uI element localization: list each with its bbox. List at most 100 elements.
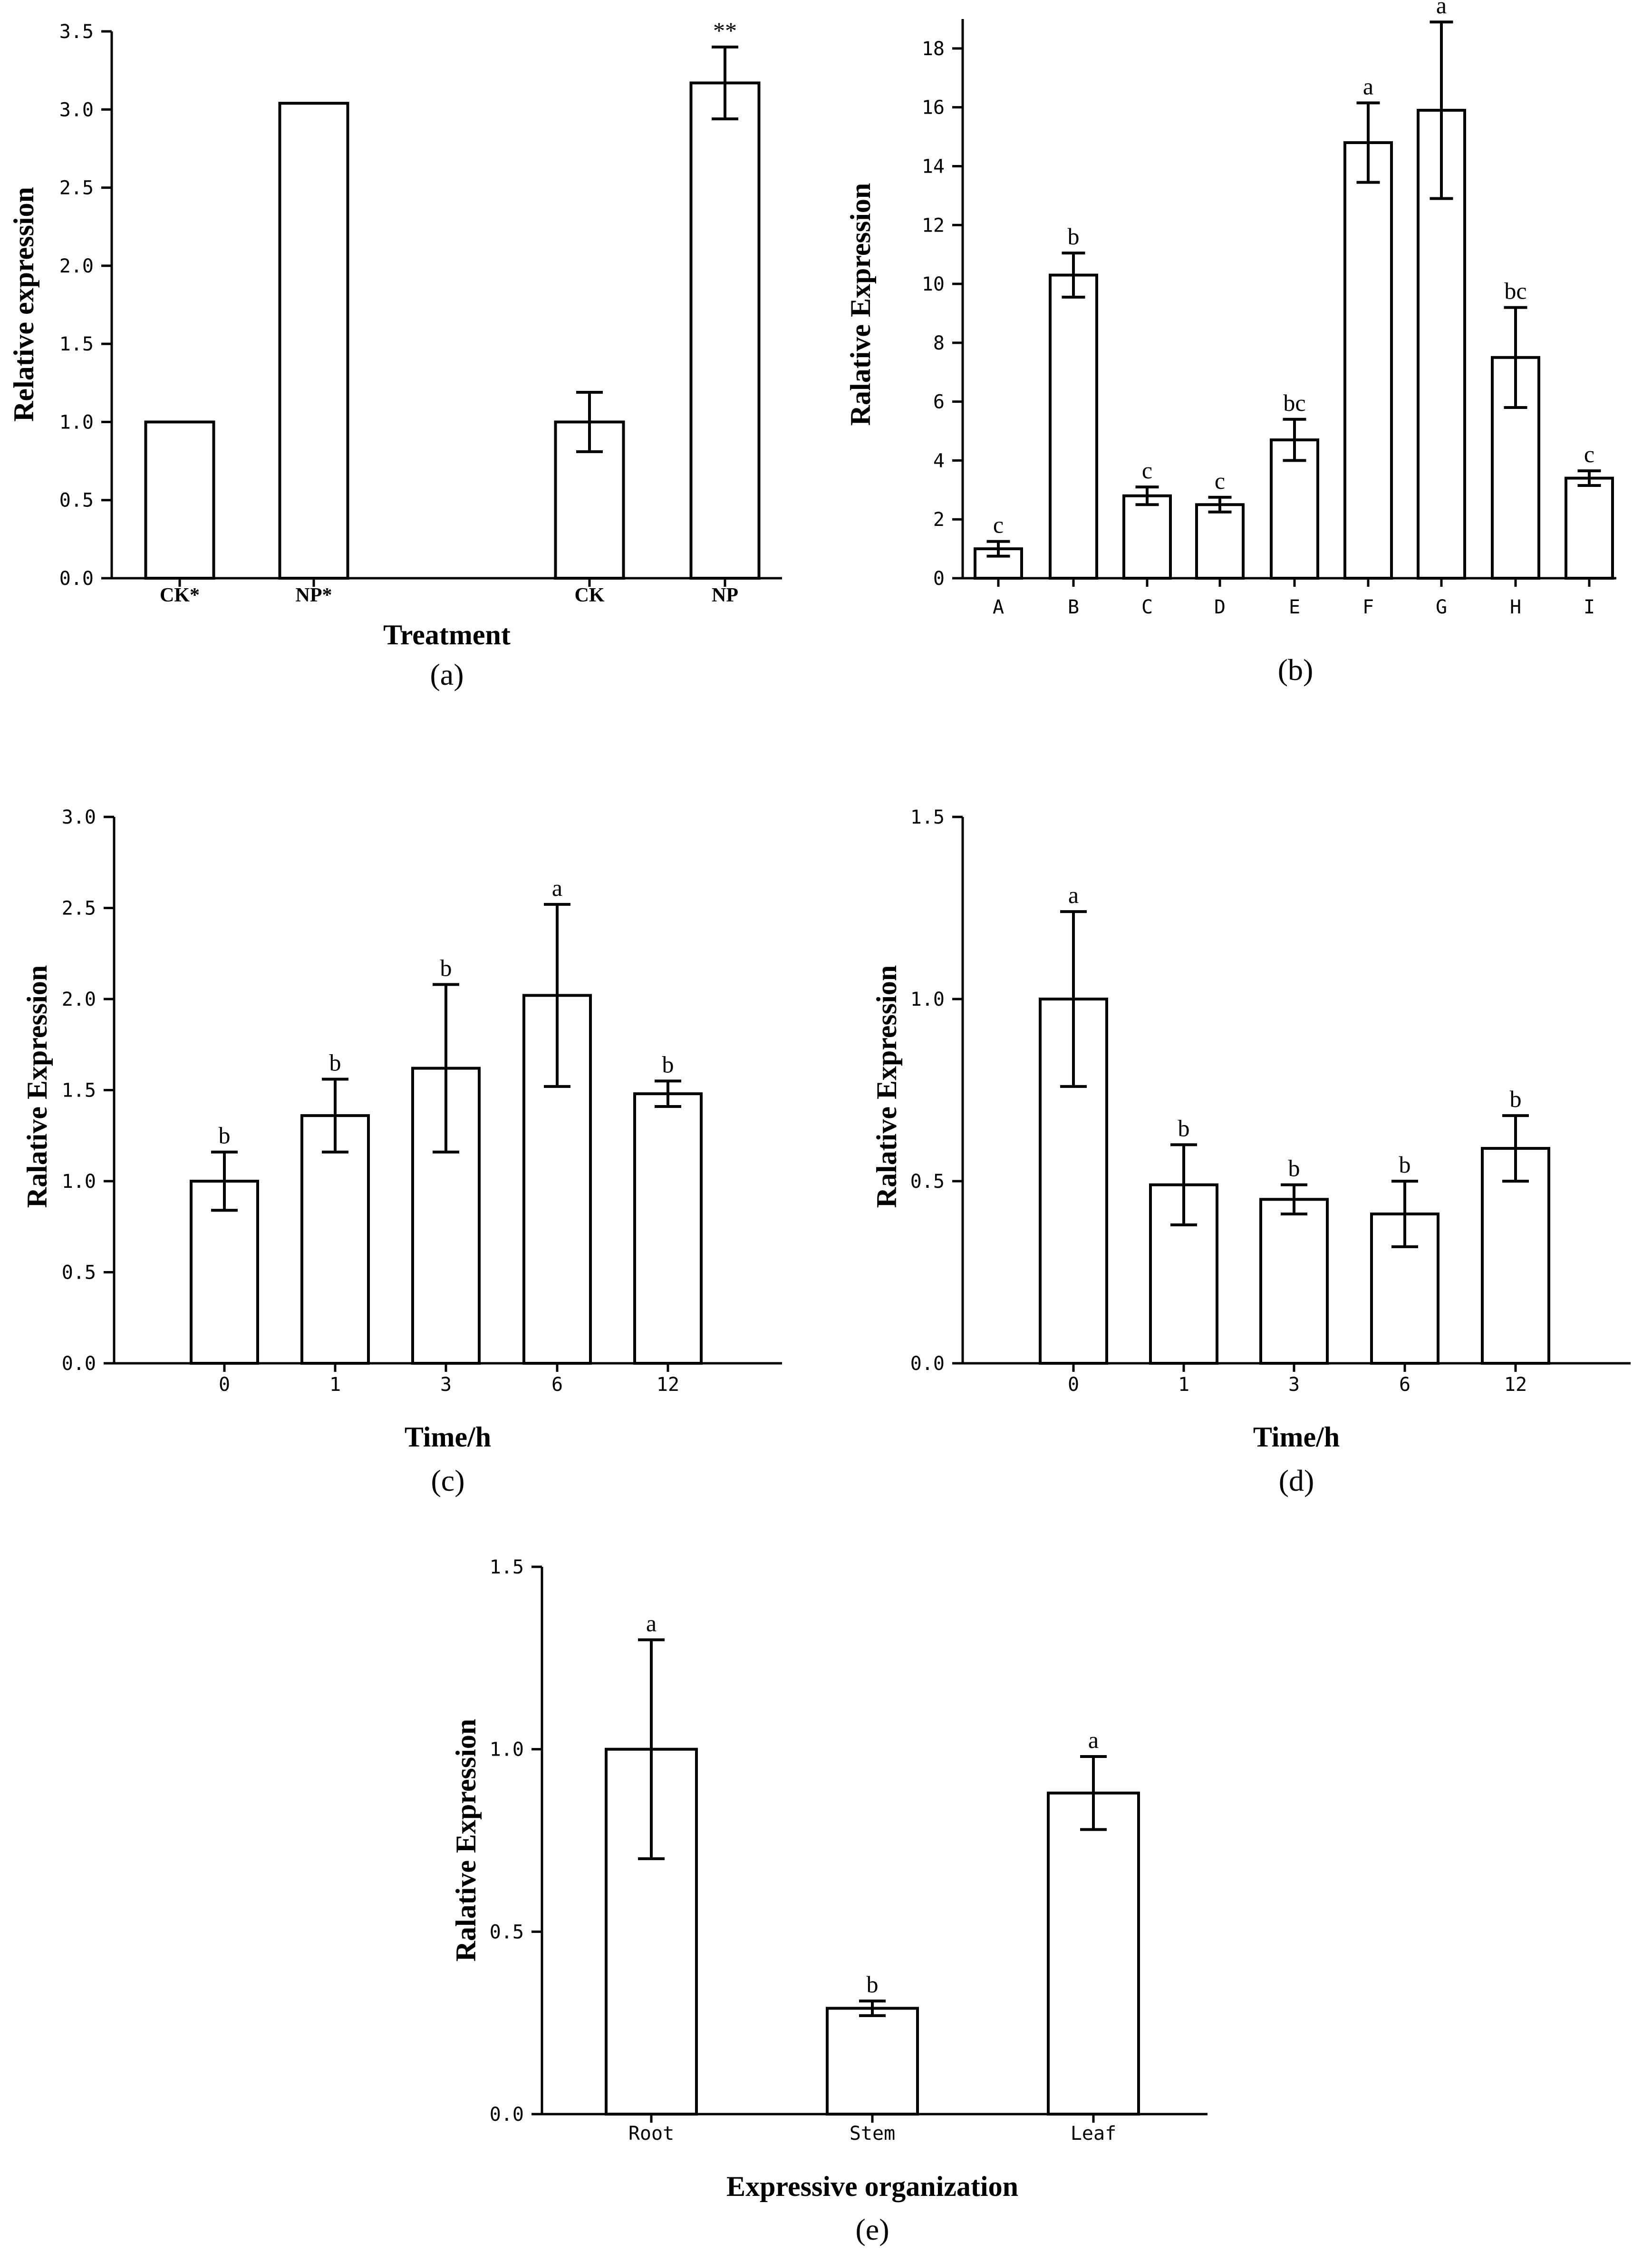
x-axis-label: Time/h [405, 1421, 491, 1453]
panel-label: (b) [1278, 653, 1314, 687]
x-tick-label: 3 [1288, 1374, 1300, 1396]
bar [633, 1092, 703, 1365]
y-tick-label: 0.0 [490, 2104, 524, 2126]
chart-b: 0 2 4 6 8 10 12 14 16 18 Ac Bb Cc Dc Ebc Fa Ga Hbc Ic Ralat… [845, 0, 1616, 687]
y-tick-label: 1.5 [910, 806, 945, 828]
y-tick-label: 2 [933, 509, 945, 531]
bar [1481, 1147, 1550, 1365]
bar [1259, 1198, 1329, 1365]
x-tick-label: NP [712, 584, 738, 606]
panel-label: (c) [431, 1464, 464, 1497]
bar [1565, 476, 1614, 580]
y-tick-label: 3.0 [62, 806, 96, 828]
bar [689, 81, 761, 580]
chart-d: 0.0 0.5 1.0 1.5 0 a 1 b 3 b 6 b 12 b Ralative Expressi… [871, 806, 1631, 1497]
y-tick-label: 12 [922, 214, 945, 236]
significance-label: b [1288, 1155, 1300, 1182]
x-tick-label: E [1289, 596, 1300, 618]
y-axis-label: Ralative Expression [871, 965, 902, 1208]
bar [144, 420, 215, 580]
y-tick-label: 0.5 [62, 1262, 96, 1284]
significance-label: a [1068, 882, 1079, 908]
chart-c: 0.0 0.5 1.0 1.5 2.0 2.5 3.0 0 b 1 b 3 b 6 a 12 b Ralative… [21, 806, 782, 1497]
significance-label: c [993, 512, 1004, 538]
y-tick-label: 0 [933, 568, 945, 590]
panel-label: (d) [1279, 1464, 1314, 1497]
significance-label: c [1584, 441, 1594, 467]
bar [1047, 1791, 1140, 2116]
y-tick-label: 18 [922, 38, 945, 60]
y-tick-label: 2.0 [59, 255, 94, 277]
x-tick-label: Stem [850, 2123, 895, 2145]
y-axis-label: Ralative Expression [450, 1719, 482, 1962]
significance-label: b [219, 1122, 231, 1149]
significance-label: bc [1283, 389, 1305, 416]
bar [1195, 503, 1245, 580]
significance-label: a [1436, 0, 1447, 19]
y-tick-label: 0.0 [910, 1353, 945, 1375]
x-tick-label: F [1362, 596, 1374, 618]
x-tick-label: B [1068, 596, 1079, 618]
significance-label: c [1142, 457, 1152, 484]
x-tick-label: 0 [219, 1374, 230, 1396]
significance-label: b [440, 954, 452, 981]
x-tick-label: NP* [296, 584, 332, 606]
bar [1343, 141, 1393, 580]
significance-label: a [552, 874, 562, 901]
significance-label: b [662, 1051, 674, 1078]
x-tick-label: I [1584, 596, 1595, 618]
significance-label: b [329, 1049, 341, 1076]
x-tick-label: 3 [440, 1374, 452, 1396]
y-tick-label: 1.5 [490, 1556, 524, 1578]
x-tick-label: 1 [1178, 1374, 1189, 1396]
y-tick-label: 1.0 [910, 989, 945, 1010]
y-tick-label: 1.5 [62, 1080, 96, 1102]
significance-label: b [1510, 1086, 1522, 1112]
x-tick-label: 0 [1068, 1374, 1079, 1396]
y-tick-label: 1.0 [59, 411, 94, 433]
significance-label: c [1215, 467, 1225, 494]
y-tick-label: 2.5 [59, 177, 94, 199]
y-tick-label: 8 [933, 332, 945, 354]
x-tick-label: 6 [1399, 1374, 1410, 1396]
x-tick-label: 12 [1504, 1374, 1527, 1396]
y-axis-label: Relative expression [8, 187, 39, 422]
significance-label: b [1399, 1151, 1411, 1178]
significance-label: ** [713, 17, 737, 44]
y-tick-label: 14 [922, 155, 945, 177]
significance-label: a [1363, 73, 1373, 99]
bar [1122, 494, 1172, 580]
x-axis-label: Time/h [1253, 1421, 1340, 1453]
x-tick-label: 1 [329, 1374, 341, 1396]
y-tick-label: 1.5 [59, 333, 94, 355]
y-tick-label: 3.0 [59, 99, 94, 121]
y-axis-label: Ralative Expression [845, 183, 876, 426]
y-tick-label: 0.5 [59, 490, 94, 512]
x-tick-label: C [1141, 596, 1153, 618]
x-tick-label: D [1214, 596, 1226, 618]
chart-e: 0.0 0.5 1.0 1.5 Root a Stem b Leaf a Ralative Expr… [450, 1556, 1208, 2246]
y-tick-label: 4 [933, 450, 945, 472]
x-tick-label: 12 [657, 1374, 679, 1396]
significance-label: bc [1504, 278, 1526, 304]
panel-label: (e) [855, 2213, 889, 2246]
x-tick-label: G [1436, 596, 1447, 618]
y-tick-label: 2.0 [62, 989, 96, 1010]
significance-label: a [646, 1610, 657, 1636]
bar [826, 2007, 919, 2116]
y-tick-label: 0.5 [490, 1921, 524, 1943]
y-tick-label: 1.0 [62, 1171, 96, 1193]
x-tick-label: H [1510, 596, 1521, 618]
x-tick-label: 6 [551, 1374, 563, 1396]
y-tick-label: 1.0 [490, 1739, 524, 1761]
x-tick-label: Root [628, 2123, 674, 2145]
bar [1049, 273, 1098, 580]
x-tick-label: Leaf [1071, 2123, 1116, 2145]
y-tick-label: 6 [933, 391, 945, 413]
y-axis-label: Ralative Expression [21, 965, 53, 1208]
y-tick-label: 2.5 [62, 898, 96, 920]
y-tick-label: 0.0 [62, 1353, 96, 1375]
y-tick-label: 0.0 [59, 568, 94, 590]
significance-label: b [867, 1971, 879, 1998]
